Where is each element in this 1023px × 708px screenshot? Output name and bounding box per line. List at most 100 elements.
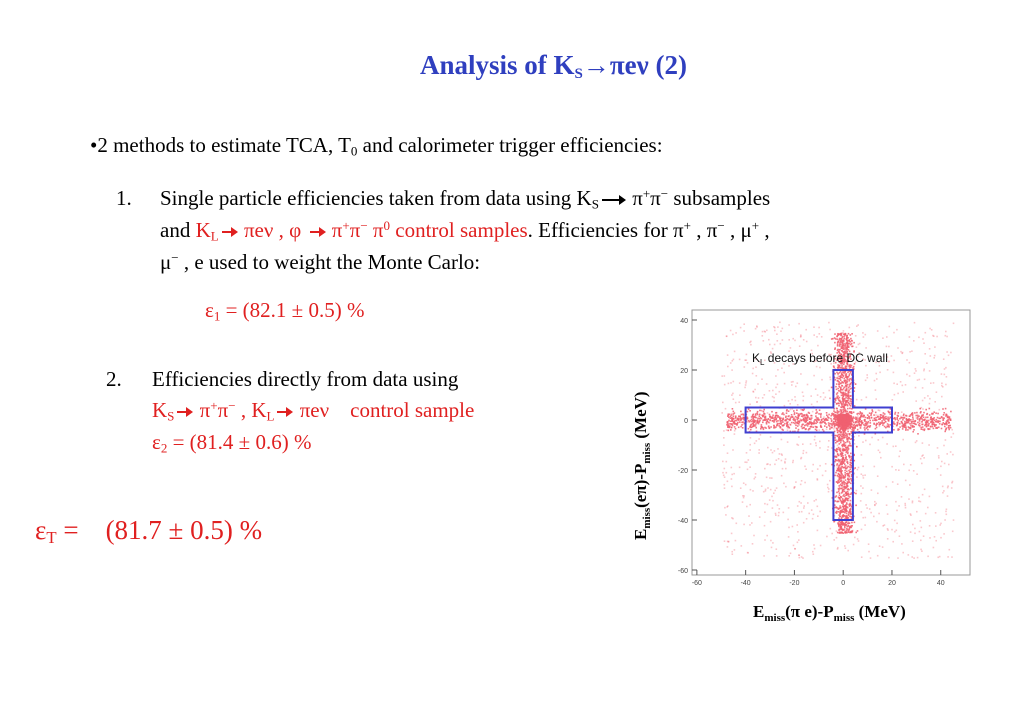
scatter-point: [842, 431, 844, 433]
scatter-point: [809, 421, 812, 423]
scatter-point: [731, 424, 734, 427]
scatter-point: [816, 411, 818, 413]
scatter-point: [847, 388, 849, 390]
scatter-point: [774, 415, 777, 418]
scatter-point: [803, 419, 806, 421]
scatter-point: [841, 433, 843, 436]
scatter-point: [949, 419, 951, 421]
scatter-point: [817, 417, 819, 419]
scatter-point: [835, 471, 837, 474]
scatter-point: [836, 338, 839, 340]
scatter-point: [846, 528, 849, 531]
scatter-point: [826, 449, 829, 451]
scatter-point: [853, 405, 856, 407]
scatter-point: [942, 491, 944, 494]
scatter-point: [744, 386, 746, 389]
scatter-point: [844, 389, 847, 392]
scatter-point: [907, 420, 910, 423]
scatter-point: [874, 411, 877, 414]
scatter-point: [879, 371, 881, 374]
scatter-point: [888, 424, 890, 426]
scatter-point: [897, 419, 900, 422]
scatter-point: [842, 395, 845, 398]
scatter-point: [730, 429, 732, 431]
scatter-point: [782, 511, 785, 514]
scatter-point: [846, 517, 849, 520]
scatter-point: [755, 426, 757, 429]
scatter-point: [723, 476, 726, 478]
scatter-point: [928, 495, 931, 498]
scatter-point: [789, 417, 792, 419]
scatter-point: [903, 424, 906, 427]
scatter-point: [853, 491, 855, 494]
scatter-point: [847, 462, 849, 465]
scatter-point: [843, 358, 845, 360]
scatter-point: [793, 412, 796, 414]
scatter-point: [854, 383, 857, 385]
scatter-point: [775, 548, 778, 550]
scatter-point: [914, 368, 917, 370]
scatter-point: [838, 396, 841, 399]
scatter-point: [837, 490, 840, 493]
scatter-point: [770, 546, 773, 549]
scatter-point: [855, 531, 857, 534]
scatter-point: [850, 517, 853, 519]
scatter-point: [841, 359, 844, 362]
scatter-point: [909, 427, 912, 430]
scatter-point: [853, 363, 856, 365]
scatter-point: [839, 377, 841, 380]
scatter-point: [768, 413, 771, 416]
scatter-point: [767, 463, 769, 465]
scatter-point: [852, 411, 855, 414]
scatter-point: [841, 384, 844, 387]
scatter-point: [918, 496, 920, 499]
scatter-point: [838, 404, 840, 407]
scatter-point: [843, 405, 846, 408]
scatter-point: [849, 378, 852, 380]
scatter-point: [849, 407, 851, 410]
scatter-point: [877, 492, 879, 495]
scatter-point: [906, 373, 908, 376]
scatter-point: [836, 431, 839, 434]
scatter-point: [813, 544, 815, 546]
scatter-point: [851, 340, 853, 342]
scatter-point: [848, 511, 851, 513]
y-tick-label: 0: [684, 418, 688, 425]
scatter-point: [845, 389, 848, 392]
scatter-point: [763, 413, 766, 415]
scatter-point: [859, 418, 861, 421]
scatter-point: [912, 413, 914, 415]
scatter-point: [816, 468, 819, 470]
scatter-point: [848, 529, 851, 531]
scatter-point: [841, 430, 844, 432]
scatter-point: [842, 529, 844, 531]
scatter-point: [941, 423, 943, 426]
scatter-point: [850, 379, 853, 381]
scatter-point: [945, 513, 948, 516]
scatter-point: [851, 426, 854, 428]
scatter-point: [838, 375, 841, 378]
scatter-point: [853, 459, 856, 462]
scatter-point: [849, 365, 851, 368]
scatter-point: [812, 513, 815, 516]
scatter-point: [815, 419, 817, 421]
scatter-point: [807, 502, 809, 504]
scatter-point: [733, 472, 735, 475]
scatter-point: [839, 409, 842, 411]
scatter-point: [843, 448, 846, 451]
scatter-point: [804, 424, 806, 427]
scatter-point: [844, 342, 846, 345]
scatter-point: [856, 476, 858, 478]
scatter-point: [723, 375, 726, 377]
scatter-point: [751, 425, 754, 428]
scatter-point: [873, 417, 876, 420]
scatter-point: [851, 505, 853, 508]
scatter-point: [952, 519, 955, 521]
scatter-point: [845, 360, 847, 362]
scatter-point: [806, 414, 808, 416]
scatter-point: [755, 420, 758, 422]
scatter-point: [810, 418, 812, 421]
scatter-point: [837, 377, 840, 380]
scatter-point: [847, 448, 849, 451]
scatter-point: [835, 383, 838, 385]
